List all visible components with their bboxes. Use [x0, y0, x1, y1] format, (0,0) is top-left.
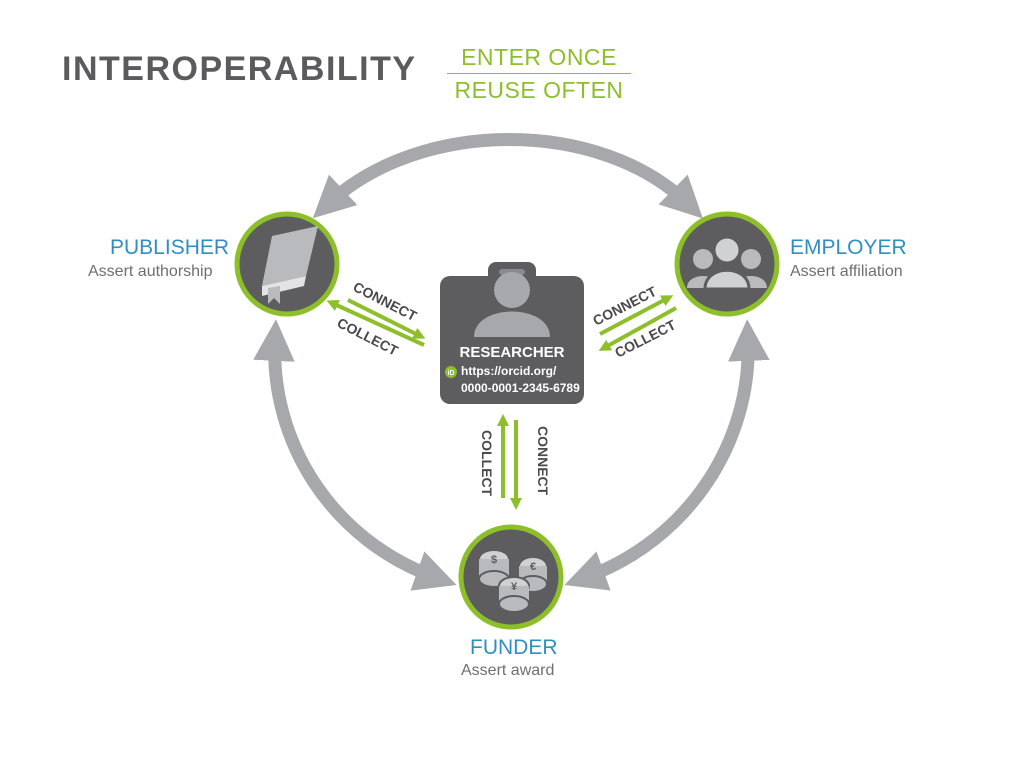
researcher-url-line1: https://orcid.org/	[461, 364, 557, 378]
tagline-divider	[447, 73, 631, 74]
funder-label: FUNDER	[470, 636, 558, 659]
publisher-sub: Assert authorship	[88, 263, 213, 280]
connect-label-funder: CONNECT	[535, 426, 551, 496]
connect-arrow-publisher	[347, 298, 426, 339]
arc-employer-funder	[564, 319, 770, 591]
svg-text:€: €	[530, 561, 536, 573]
coins-icon: $ € ¥	[478, 549, 548, 613]
publisher-label: PUBLISHER	[110, 236, 230, 259]
page-title: INTEROPERABILITY	[62, 50, 417, 88]
people-icon	[687, 235, 767, 291]
researcher-url-line2: 0000-0001-2345-6789	[461, 381, 580, 395]
collect-arrow-employer	[598, 306, 677, 351]
connect-arrow-employer	[599, 295, 674, 336]
employer-sub: Assert affiliation	[790, 263, 903, 280]
person-icon	[474, 272, 550, 337]
researcher-label: RESEARCHER	[459, 344, 565, 361]
arc-publisher-funder	[253, 319, 457, 591]
orcid-badge-text: iD	[448, 370, 455, 377]
tagline-top: ENTER ONCE	[461, 44, 617, 70]
employer-node	[674, 211, 780, 317]
tagline: ENTER ONCE REUSE OFTEN	[447, 44, 631, 104]
collect-arrow-publisher	[326, 300, 425, 347]
funder-sub: Assert award	[461, 662, 555, 679]
employer-label: EMPLOYER	[790, 236, 907, 259]
svg-text:¥: ¥	[511, 581, 518, 593]
book-icon	[262, 226, 318, 304]
arc-publisher-employer	[312, 133, 703, 219]
tagline-bottom: REUSE OFTEN	[454, 77, 624, 103]
funder-node: $ € ¥	[458, 524, 564, 630]
orcid-badge-icon	[445, 366, 457, 378]
researcher-card: iD	[440, 262, 584, 404]
collect-label-funder: COLLECT	[479, 430, 495, 497]
publisher-node	[234, 211, 340, 317]
svg-text:$: $	[491, 554, 497, 566]
